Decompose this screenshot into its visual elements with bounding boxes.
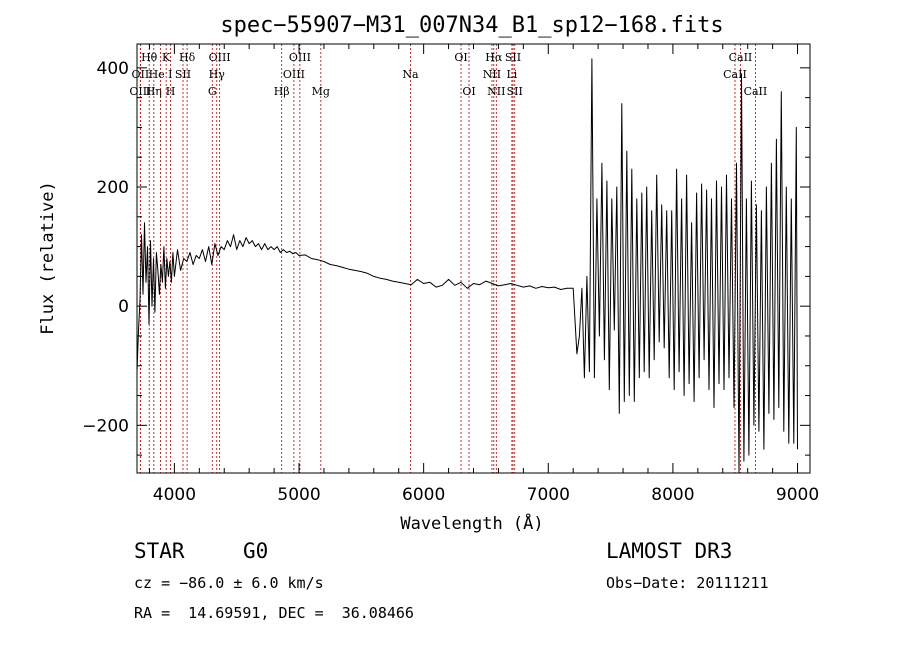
x-tick-label: 4000 <box>153 485 196 505</box>
spectral-line-label: SII <box>507 85 523 98</box>
spectral-line-label: CaII <box>723 68 747 81</box>
redshift-cz: cz = −86.0 ± 6.0 km/s <box>134 576 324 591</box>
x-tick-label: 9000 <box>776 485 819 505</box>
y-tick-label: 0 <box>118 297 129 317</box>
obs-date: Obs−Date: 20111211 <box>606 576 769 591</box>
flux-line <box>137 59 798 473</box>
x-tick-label: 5000 <box>277 485 320 505</box>
spectral-line-label: OIII <box>289 51 311 64</box>
x-axis-ticks: 4000 5000 6000 7000 8000 9000 <box>149 44 819 505</box>
spectral-line-label: Hβ <box>274 85 290 98</box>
spectral-line-label: Mg <box>312 85 330 98</box>
spectral-line-label: OII <box>132 68 150 81</box>
spectral-line-label: G <box>208 85 217 98</box>
spectral-line-label: NII <box>483 68 501 81</box>
spectral-line-label: OIII <box>209 51 231 64</box>
x-axis-label: Wavelength (Å) <box>400 512 543 534</box>
spectral-line-label: NII <box>487 85 505 98</box>
spectral-line-markers <box>140 44 755 473</box>
spectral-line-label: Hθ <box>141 51 158 64</box>
spectral-line-label: SII <box>505 51 521 64</box>
spectral-line-label: He I <box>149 68 173 81</box>
spectral-line-label: Hδ <box>179 51 196 64</box>
x-tick-label: 6000 <box>402 485 445 505</box>
object-subclass: G0 <box>243 541 268 562</box>
flux-series <box>137 59 798 473</box>
y-axis-label: Flux (relative) <box>38 181 58 335</box>
spectral-line-label: CaII <box>744 85 768 98</box>
spectral-line-label: CaII <box>729 51 753 64</box>
object-class: STAR <box>134 541 185 562</box>
survey-name: LAMOST DR3 <box>606 541 732 562</box>
chart-title: spec−55907−M31_007N34_B1_sp12−168.fits <box>220 13 723 38</box>
spectral-line-label: OI <box>462 85 475 98</box>
spectral-line-label: Hγ <box>209 68 226 81</box>
y-tick-label: 400 <box>97 59 129 79</box>
spectral-line-label: SII <box>175 68 191 81</box>
spectral-line-label: OI <box>454 51 467 64</box>
spectral-line-label: K <box>162 51 171 64</box>
spectral-line-label: H <box>166 85 176 98</box>
y-tick-label: 200 <box>97 178 129 198</box>
plot-frame <box>137 44 810 473</box>
x-tick-label: 8000 <box>651 485 694 505</box>
spectral-line-label: Hα <box>485 51 503 64</box>
ra-dec: RA = 14.69591, DEC = 36.08466 <box>134 606 414 621</box>
spectral-line-label: OIII <box>283 68 305 81</box>
spectral-line-label: Na <box>402 68 419 81</box>
y-tick-label: −200 <box>82 416 129 436</box>
spectral-line-label: Li <box>506 68 517 81</box>
x-tick-label: 7000 <box>527 485 570 505</box>
spectral-line-label: Hη <box>146 85 162 98</box>
